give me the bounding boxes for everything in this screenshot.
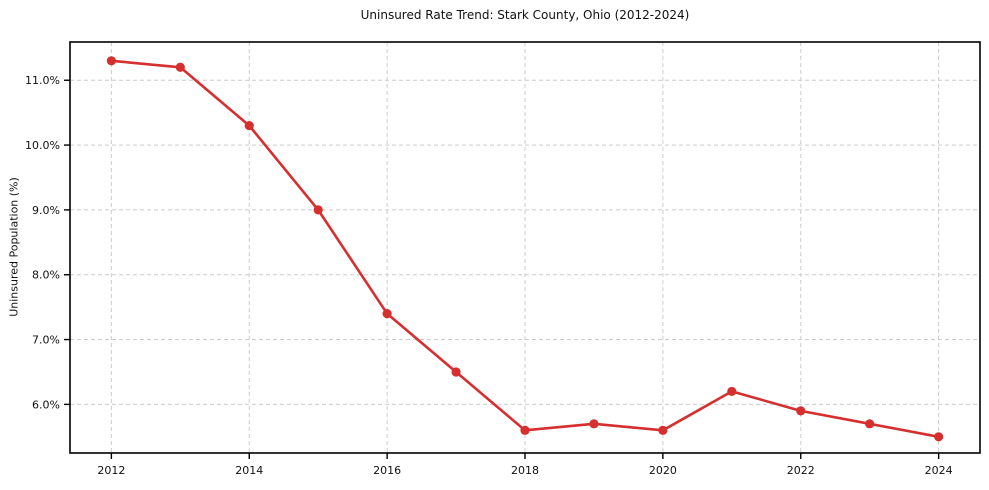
data-point [106,56,116,66]
y-tick-label: 7.0% [32,334,60,347]
data-point [727,386,737,397]
data-point [313,205,323,215]
x-tick-label: 2024 [925,464,953,477]
y-tick-label: 10.0% [25,139,60,152]
data-point [796,406,806,416]
data-point [589,419,599,429]
data-point [934,432,944,442]
data-point [658,425,668,435]
x-tick-label: 2018 [511,464,539,477]
x-tick-label: 2014 [235,464,263,477]
y-tick-label: 11.0% [25,74,60,87]
data-point [382,309,392,319]
data-point [175,62,185,72]
data-point [244,121,254,131]
data-point [520,425,530,435]
x-tick-label: 2020 [649,464,677,477]
chart-title: Uninsured Rate Trend: Stark County, Ohio… [360,8,690,22]
data-point [865,419,875,429]
y-tick-label: 6.0% [32,398,60,411]
x-tick-label: 2016 [373,464,401,477]
y-tick-label: 8.0% [32,269,60,282]
x-tick-label: 2012 [97,464,125,477]
x-tick-label: 2022 [787,464,815,477]
data-point [451,367,461,377]
y-tick-label: 9.0% [32,204,60,217]
